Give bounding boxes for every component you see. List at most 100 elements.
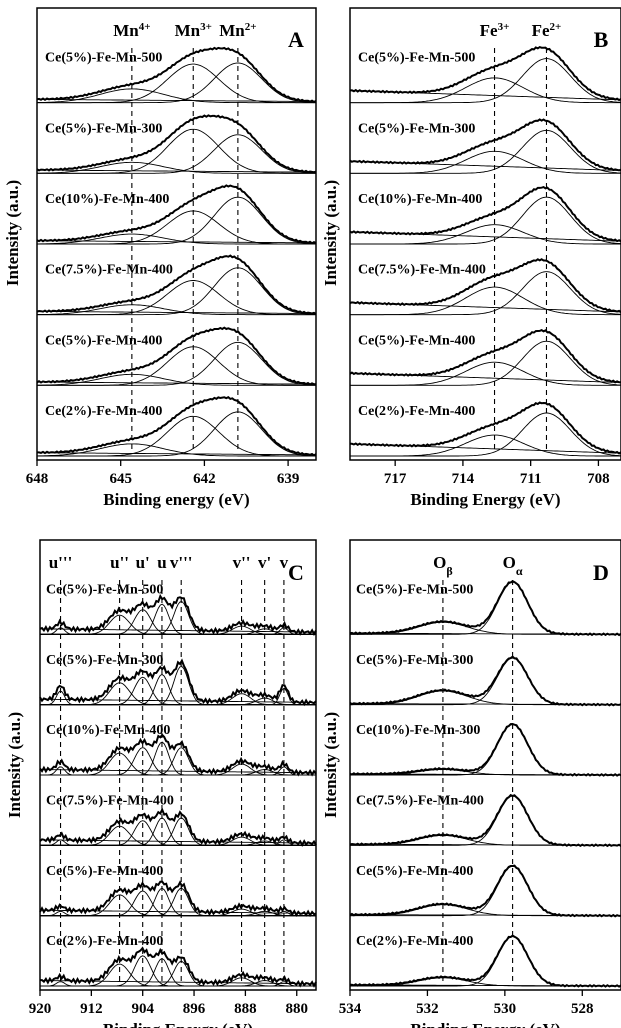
spectrum-3: Ce(7.5%)-Fe-Mn-400	[39, 794, 317, 847]
baseline	[37, 240, 316, 244]
envelope-curve	[40, 946, 317, 988]
component-peak	[36, 443, 316, 457]
component-peak	[40, 839, 316, 846]
panel-C: C 920 912 904 896 888 880 Binding Energy (eV) In…	[5, 539, 317, 1028]
component-peak	[350, 224, 621, 245]
component-peak	[40, 673, 316, 706]
sample-label: Ce(5%)-Fe-Mn-400	[356, 864, 473, 879]
sample-label: Ce(7.5%)-Fe-Mn-400	[45, 263, 173, 278]
panel-A: A 648 645 642 639 Binding energy (eV) Intensit…	[3, 7, 317, 509]
spectrum-1: Ce(5%)-Fe-Mn-300	[349, 653, 621, 707]
panel-letter: A	[288, 27, 304, 52]
panel-B: B 717 714 711 708 Binding Energy (eV) Intensit…	[321, 7, 621, 509]
x-tick-label: 912	[80, 1001, 103, 1017]
sample-label: Ce(5%)-Fe-Mn-400	[46, 864, 163, 879]
x-axis-label: Binding Energy (eV)	[410, 1020, 560, 1028]
x-axis-label: Binding energy (eV)	[103, 490, 249, 509]
spectrum-0: Ce(5%)-Fe-Mn-500	[36, 46, 317, 104]
component-peak	[350, 271, 621, 316]
sample-label: Ce(2%)-Fe-Mn-400	[45, 404, 162, 419]
envelope-curve	[350, 934, 621, 988]
spectrum-4: Ce(5%)-Fe-Mn-400	[36, 326, 317, 386]
x-tick-label: 639	[277, 471, 300, 487]
envelope-curve	[349, 864, 621, 918]
spectrum-0: Ce(5%)-Fe-Mn-500	[349, 580, 621, 637]
spectrum-2: Ce(10%)-Fe-Mn-400	[36, 184, 317, 245]
reference-label: Mn4+	[113, 21, 150, 40]
spectrum-3: Ce(7.5%)-Fe-Mn-400	[36, 254, 317, 316]
component-peak	[350, 129, 621, 174]
spectrum-1: Ce(5%)-Fe-Mn-300	[39, 653, 317, 707]
component-peak	[40, 766, 316, 776]
sample-label: Ce(2%)-Fe-Mn-400	[358, 404, 475, 419]
spectrum-2: Ce(10%)-Fe-Mn-400	[39, 723, 317, 777]
sample-label: Ce(5%)-Fe-Mn-500	[46, 583, 163, 598]
x-tick-label: 714	[452, 471, 475, 487]
spectrum-5: Ce(2%)-Fe-Mn-400	[349, 401, 621, 457]
x-tick-label: 888	[234, 1001, 257, 1017]
component-peak	[37, 134, 317, 174]
sample-label: Ce(5%)-Fe-Mn-300	[356, 653, 473, 668]
panel-letter: C	[288, 560, 304, 585]
component-peak	[37, 62, 317, 104]
y-axis-label: Intensity (a.u.)	[321, 712, 340, 818]
sample-label: Ce(10%)-Fe-Mn-300	[356, 723, 480, 738]
envelope-curve	[349, 118, 621, 172]
panel-D: D 534 532 530 528 Binding Energy (eV) Intensit…	[321, 539, 621, 1028]
y-axis-label: Intensity (a.u.)	[5, 712, 24, 818]
sample-label: Ce(5%)-Fe-Mn-300	[358, 121, 475, 136]
spectrum-4: Ce(5%)-Fe-Mn-400	[349, 328, 621, 386]
plot-frame	[349, 7, 621, 461]
x-tick-label: 880	[285, 1001, 308, 1017]
spectrum-5: Ce(2%)-Fe-Mn-400	[36, 396, 317, 457]
reference-label: v	[280, 553, 289, 572]
sample-label: Ce(2%)-Fe-Mn-400	[46, 934, 163, 949]
component-peak	[37, 267, 317, 316]
sample-label: Ce(5%)-Fe-Mn-300	[45, 121, 162, 136]
component-peak	[40, 910, 316, 917]
x-tick-label: 648	[26, 471, 49, 487]
spectrum-2: Ce(10%)-Fe-Mn-300	[349, 722, 621, 777]
component-peak	[37, 161, 316, 174]
x-tick-label: 642	[193, 471, 216, 487]
reference-label: u'	[136, 553, 150, 572]
baseline	[37, 452, 316, 456]
sample-label: Ce(7.5%)-Fe-Mn-400	[356, 794, 484, 809]
envelope-curve	[39, 733, 317, 777]
sample-label: Ce(5%)-Fe-Mn-400	[45, 333, 162, 348]
plot-frame	[36, 7, 317, 461]
sample-label: Ce(10%)-Fe-Mn-400	[45, 192, 169, 207]
envelope-curve	[349, 655, 621, 707]
y-axis-label: Intensity (a.u.)	[321, 180, 340, 286]
envelope-curve	[36, 184, 317, 245]
reference-label: v''	[233, 553, 251, 572]
component-peak	[40, 981, 316, 987]
envelope-curve	[39, 593, 317, 637]
x-tick-label: 528	[571, 1001, 594, 1017]
baseline	[37, 310, 317, 315]
x-tick-label: 532	[416, 1001, 439, 1017]
spectrum-1: Ce(5%)-Fe-Mn-300	[349, 118, 621, 174]
spectrum-3: Ce(7.5%)-Fe-Mn-400	[349, 794, 621, 848]
x-tick-label: 711	[520, 471, 542, 487]
spectrum-5: Ce(2%)-Fe-Mn-400	[40, 934, 317, 988]
component-peak	[350, 58, 621, 104]
sample-label: Ce(5%)-Fe-Mn-500	[45, 51, 162, 66]
reference-label: u	[157, 553, 166, 572]
envelope-curve	[36, 254, 317, 315]
plot-frame	[39, 539, 317, 991]
sample-label: Ce(5%)-Fe-Mn-500	[358, 51, 475, 66]
component-peak	[37, 88, 316, 104]
sample-label: Ce(10%)-Fe-Mn-400	[358, 192, 482, 207]
reference-label: Mn2+	[219, 21, 256, 40]
plot-frame	[349, 539, 621, 991]
envelope-curve	[37, 396, 317, 457]
envelope-curve	[349, 401, 621, 455]
component-peak	[40, 627, 316, 635]
x-tick-label: 896	[183, 1001, 206, 1017]
x-tick-label: 530	[494, 1001, 517, 1017]
panel-letter: B	[594, 27, 609, 52]
envelope-curve	[39, 807, 317, 847]
spectrum-0: Ce(5%)-Fe-Mn-500	[349, 45, 621, 104]
